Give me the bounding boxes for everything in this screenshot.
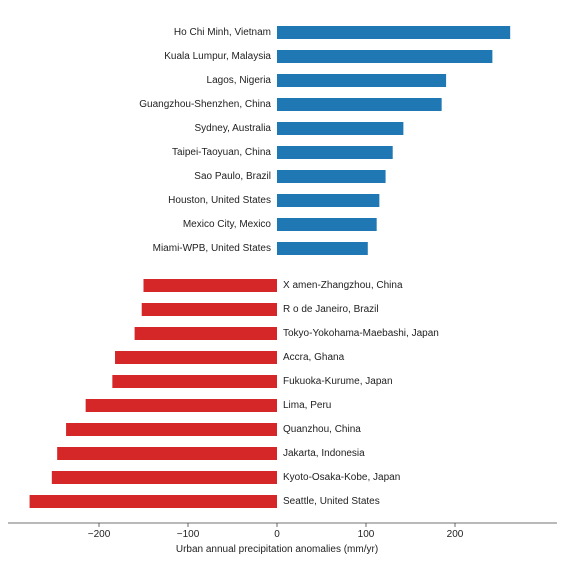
x-tick-label: 200 xyxy=(447,529,464,540)
x-tick-label: 100 xyxy=(358,529,375,540)
neg-bar xyxy=(142,303,277,316)
neg-bar-label: Tokyo-Yokohama-Maebashi, Japan xyxy=(283,328,439,339)
pos-bar-label: Lagos, Nigeria xyxy=(207,75,272,86)
neg-bar-label: Accra, Ghana xyxy=(283,352,345,363)
pos-bar-label: Taipei-Taoyuan, China xyxy=(172,147,271,158)
neg-bar xyxy=(112,375,277,388)
pos-bar xyxy=(277,122,403,135)
neg-bar xyxy=(57,447,277,460)
neg-bar xyxy=(66,423,277,436)
pos-bar-label: Miami-WPB, United States xyxy=(153,243,271,254)
pos-bar xyxy=(277,170,386,183)
pos-bar-label: Mexico City, Mexico xyxy=(183,219,272,230)
x-tick-label: −200 xyxy=(88,529,111,540)
neg-bar-label: Kyoto-Osaka-Kobe, Japan xyxy=(283,472,400,483)
neg-bar-label: X amen-Zhangzhou, China xyxy=(283,280,403,291)
neg-bar-label: R o de Janeiro, Brazil xyxy=(283,304,379,315)
neg-bar-label: Seattle, United States xyxy=(283,496,380,507)
pos-bar xyxy=(277,194,379,207)
neg-bar xyxy=(115,351,277,364)
pos-bar-label: Guangzhou-Shenzhen, China xyxy=(139,99,271,110)
precip-anomaly-chart: Ho Chi Minh, Vietnam Kuala Lumpur, Malays… xyxy=(0,0,565,565)
pos-bar-label: Kuala Lumpur, Malaysia xyxy=(164,51,271,62)
neg-bar-label: Jakarta, Indonesia xyxy=(283,448,365,459)
x-tick-label: 0 xyxy=(274,529,280,540)
pos-bar-label: Sao Paulo, Brazil xyxy=(194,171,271,182)
neg-bar xyxy=(86,399,277,412)
pos-bar xyxy=(277,242,368,255)
pos-bar-label: Ho Chi Minh, Vietnam xyxy=(174,27,271,38)
pos-bar xyxy=(277,74,446,87)
neg-bar-label: Lima, Peru xyxy=(283,400,331,411)
neg-bar xyxy=(52,471,277,484)
neg-bar-label: Quanzhou, China xyxy=(283,424,361,435)
pos-bar xyxy=(277,26,510,39)
x-axis-title: Urban annual precipitation anomalies (mm… xyxy=(176,544,378,555)
neg-bar-label: Fukuoka-Kurume, Japan xyxy=(283,376,393,387)
neg-bar xyxy=(144,279,278,292)
neg-bar xyxy=(135,327,277,340)
pos-bar xyxy=(277,50,492,63)
pos-bar xyxy=(277,146,393,159)
pos-bar-label: Houston, United States xyxy=(168,195,271,206)
neg-bar xyxy=(30,495,277,508)
pos-bar xyxy=(277,98,442,111)
pos-bar xyxy=(277,218,377,231)
x-tick-label: −100 xyxy=(177,529,200,540)
pos-bar-label: Sydney, Australia xyxy=(194,123,271,134)
